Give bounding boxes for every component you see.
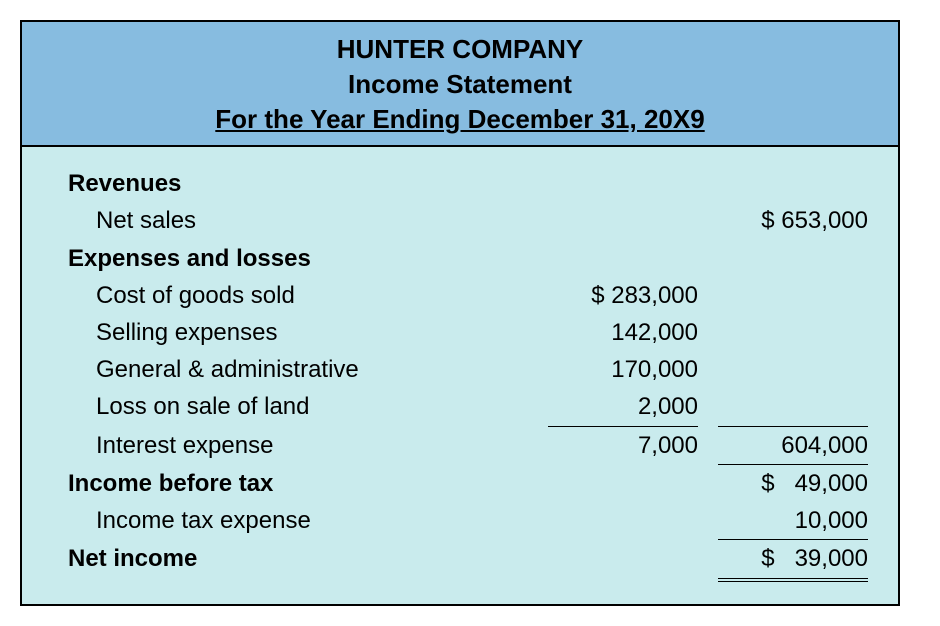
revenues-heading-row: Revenues	[52, 165, 868, 202]
cogs-row: Cost of goods sold $ 283,000	[52, 277, 868, 314]
net-sales-value: $ 653,000	[718, 202, 868, 239]
statement-period: For the Year Ending December 31, 20X9	[22, 102, 898, 137]
revenues-heading: Revenues	[52, 165, 548, 202]
tax-value: 10,000	[718, 502, 868, 539]
statement-body: Revenues Net sales $ 653,000 Expenses an…	[22, 147, 898, 604]
net-sales-row: Net sales $ 653,000	[52, 202, 868, 239]
interest-label: Interest expense	[52, 427, 548, 464]
net-income-heading: Net income	[52, 540, 548, 577]
tax-label: Income tax expense	[52, 502, 548, 539]
selling-label: Selling expenses	[52, 314, 548, 351]
income-statement: HUNTER COMPANY Income Statement For the …	[20, 20, 900, 606]
net-income-row: Net income $ 39,000	[52, 539, 868, 582]
statement-title: Income Statement	[22, 67, 898, 102]
pretax-row: Income before tax $ 49,000	[52, 464, 868, 502]
tax-row: Income tax expense 10,000	[52, 502, 868, 539]
company-name: HUNTER COMPANY	[22, 32, 898, 67]
loss-label: Loss on sale of land	[52, 388, 548, 425]
loss-row: Loss on sale of land 2,000	[52, 388, 868, 425]
expenses-heading: Expenses and losses	[52, 240, 548, 277]
interest-row: Interest expense 7,000 604,000	[52, 426, 868, 464]
ga-value: 170,000	[548, 351, 698, 388]
pretax-value: $ 49,000	[718, 464, 868, 502]
ga-row: General & administrative 170,000	[52, 351, 868, 388]
statement-header: HUNTER COMPANY Income Statement For the …	[22, 22, 898, 147]
selling-row: Selling expenses 142,000	[52, 314, 868, 351]
ga-label: General & administrative	[52, 351, 548, 388]
expenses-heading-row: Expenses and losses	[52, 240, 868, 277]
pretax-heading: Income before tax	[52, 465, 548, 502]
selling-value: 142,000	[548, 314, 698, 351]
net-sales-label: Net sales	[52, 202, 548, 239]
interest-value: 7,000	[548, 426, 698, 464]
expenses-total-value: 604,000	[718, 426, 868, 464]
cogs-value: $ 283,000	[548, 277, 698, 314]
loss-value: 2,000	[548, 388, 698, 425]
cogs-label: Cost of goods sold	[52, 277, 548, 314]
net-income-value: $ 39,000	[718, 539, 868, 582]
